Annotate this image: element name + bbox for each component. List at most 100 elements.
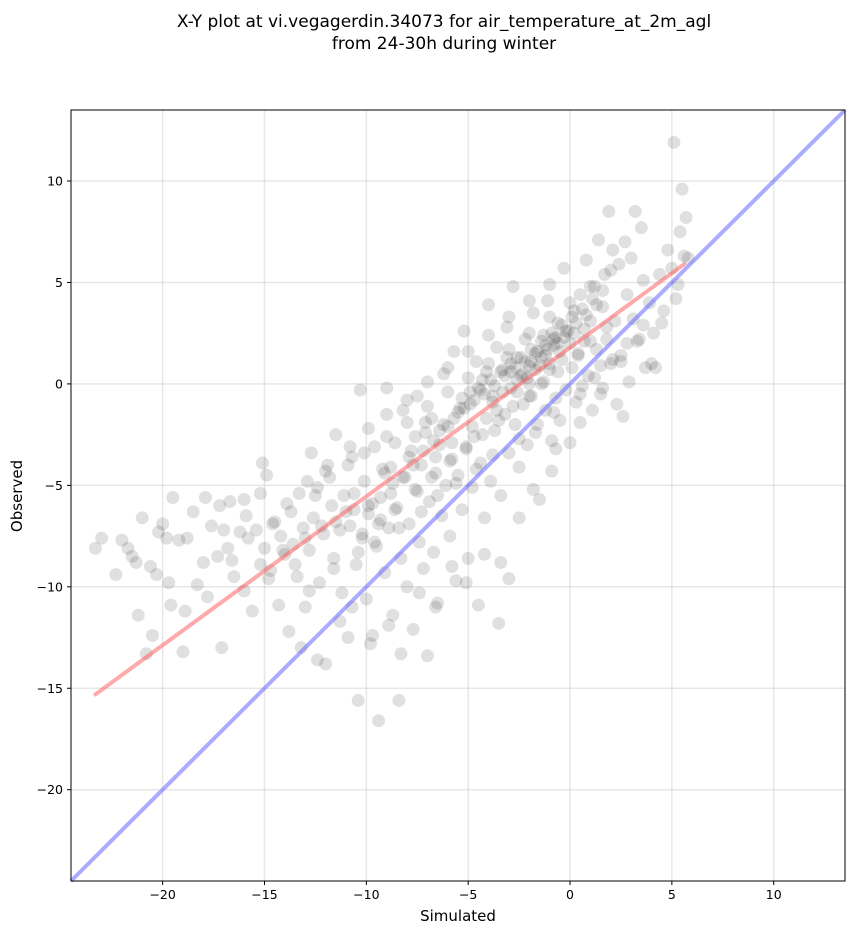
data-point [502, 310, 516, 324]
y-tick-label: 5 [55, 275, 63, 290]
data-point [594, 359, 608, 373]
data-point [390, 501, 404, 515]
data-point [382, 618, 396, 632]
data-point [563, 436, 577, 450]
data-point [404, 444, 418, 458]
data-point [575, 302, 589, 316]
data-point [145, 628, 159, 642]
data-point [535, 351, 549, 365]
data-point [535, 377, 549, 391]
data-point [492, 413, 506, 427]
data-point [579, 253, 593, 267]
data-point [355, 527, 369, 541]
data-point [475, 428, 489, 442]
data-point [443, 454, 457, 468]
data-point [211, 549, 225, 563]
x-tick-label: 0 [566, 887, 574, 902]
data-point [227, 570, 241, 584]
data-point [345, 450, 359, 464]
data-point [488, 424, 502, 438]
data-point [233, 525, 247, 539]
data-point [461, 371, 475, 385]
data-point [541, 294, 555, 308]
data-point [673, 225, 687, 239]
data-point [587, 280, 601, 294]
data-point [500, 320, 514, 334]
data-point [539, 338, 553, 352]
data-point [217, 523, 231, 537]
data-point [569, 395, 583, 409]
data-point [319, 657, 333, 671]
data-point [455, 391, 469, 405]
data-point [606, 243, 620, 257]
data-point [420, 375, 434, 389]
data-point [239, 509, 253, 523]
data-point [569, 316, 583, 330]
data-point [649, 361, 663, 375]
data-point [475, 373, 489, 387]
data-point [463, 397, 477, 411]
data-point [429, 600, 443, 614]
data-point [186, 505, 200, 519]
data-point [630, 334, 644, 348]
data-point [496, 363, 510, 377]
data-point [506, 399, 520, 413]
data-point [237, 493, 251, 507]
data-point [457, 401, 471, 415]
data-point [549, 330, 563, 344]
data-point [359, 592, 373, 606]
data-point [614, 349, 628, 363]
data-point [482, 357, 496, 371]
data-point [445, 560, 459, 574]
data-point [679, 211, 693, 225]
data-point [506, 280, 520, 294]
data-point [323, 470, 337, 484]
data-point [583, 280, 597, 294]
data-point [396, 403, 410, 417]
data-point [571, 346, 585, 360]
data-point [308, 489, 322, 502]
data-point [553, 413, 567, 427]
chart-subtitle: from 24-30h during winter [332, 34, 556, 54]
data-point [624, 251, 638, 265]
data-point [372, 517, 386, 531]
data-point [522, 359, 536, 373]
data-point [549, 442, 563, 456]
data-point [425, 470, 439, 484]
data-point [508, 417, 522, 431]
data-point [657, 304, 671, 318]
data-point [602, 204, 616, 218]
data-point [160, 531, 174, 545]
data-point [282, 624, 296, 638]
data-point [484, 474, 498, 488]
data-point [618, 235, 632, 249]
data-point [382, 521, 396, 535]
data-point [143, 560, 157, 574]
data-point [594, 387, 608, 401]
data-point [453, 401, 467, 415]
data-point [408, 482, 422, 496]
data-point [400, 393, 414, 407]
data-point [567, 326, 581, 340]
data-point [620, 336, 634, 350]
data-point [198, 491, 212, 505]
data-point [585, 292, 599, 306]
data-point [431, 489, 445, 502]
data-point [480, 365, 494, 379]
data-point [414, 505, 428, 519]
data-point [598, 267, 612, 281]
data-point [498, 369, 512, 383]
data-point [471, 598, 485, 612]
data-point [416, 562, 430, 576]
data-point [135, 511, 149, 525]
x-tick-label: −20 [149, 887, 175, 902]
data-point [327, 562, 341, 576]
data-point [213, 499, 227, 513]
data-point [433, 424, 447, 438]
data-point [638, 361, 652, 375]
data-point [451, 405, 465, 419]
data-point [535, 334, 549, 348]
data-point [473, 456, 487, 470]
data-point [288, 557, 302, 571]
data-point [355, 531, 369, 545]
